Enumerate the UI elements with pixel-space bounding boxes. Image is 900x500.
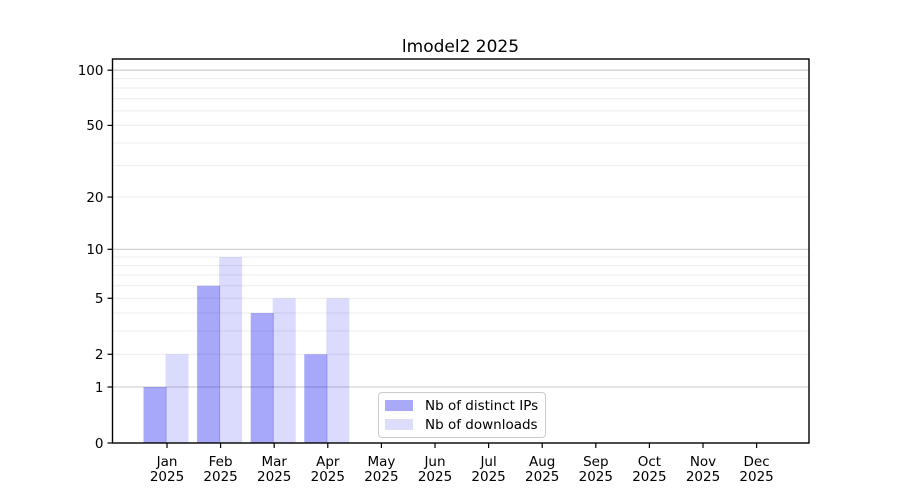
x-tick-label-month: Aug [529,454,555,470]
plot-border [111,58,810,444]
x-tick-label-month: May [367,454,395,470]
x-tick-label-year: 2025 [471,469,505,485]
y-tick-label: 20 [86,190,103,206]
y-tick-label: 10 [86,242,103,258]
legend-row-downloads: Nb of downloads [385,416,545,433]
bar-downloads-apr [326,298,350,443]
x-tick-label-year: 2025 [150,469,184,485]
x-tick-label-month: Jun [423,454,445,470]
legend-swatch-downloads-icon [385,419,413,430]
chart-title: lmodel2 2025 [401,37,520,57]
x-tick-label-year: 2025 [579,469,613,485]
x-tick-label-month: Oct [638,454,661,470]
x-tick-label-month: Nov [690,454,716,470]
x-tick-label-year: 2025 [418,469,452,485]
y-tick-label: 5 [95,291,104,307]
bar-distinct-ips-mar [250,312,274,443]
x-tick-label-month: Feb [209,454,233,470]
x-tick-label-year: 2025 [632,469,666,485]
legend-label-distinct-ips: Nb of distinct IPs [425,397,539,414]
x-tick-label-year: 2025 [364,469,398,485]
x-tick-label-year: 2025 [525,469,559,485]
y-tick-label: 0 [95,436,104,452]
x-tick-label-year: 2025 [257,469,291,485]
x-tick-label-month: Jan [156,454,178,470]
bar-downloads-mar [272,298,296,443]
legend-row-distinct-ips: Nb of distinct IPs [385,397,545,414]
y-tick-label: 2 [95,347,104,363]
x-tick-label-month: Apr [316,454,340,470]
bar-distinct-ips-feb [197,285,221,443]
bar-downloads-jan [165,354,189,443]
legend-swatch-distinct-ips-icon [385,400,413,411]
legend-label-downloads: Nb of downloads [425,416,538,433]
y-tick-label: 100 [78,63,104,79]
bar-downloads-feb [219,256,243,443]
x-tick-label-month: Jul [479,454,496,470]
legend: Nb of distinct IPs Nb of downloads [378,392,546,438]
bar-distinct-ips-apr [304,354,328,443]
x-tick-label-month: Sep [583,454,608,470]
x-tick-label-year: 2025 [686,469,720,485]
y-tick-label: 1 [95,380,104,396]
x-tick-label-month: Mar [261,454,287,470]
y-tick-label: 50 [86,118,103,134]
bar-distinct-ips-jan [143,387,167,443]
x-tick-label-year: 2025 [203,469,237,485]
x-tick-label-year: 2025 [311,469,345,485]
x-tick-label-year: 2025 [739,469,773,485]
x-tick-label-month: Dec [744,454,770,470]
